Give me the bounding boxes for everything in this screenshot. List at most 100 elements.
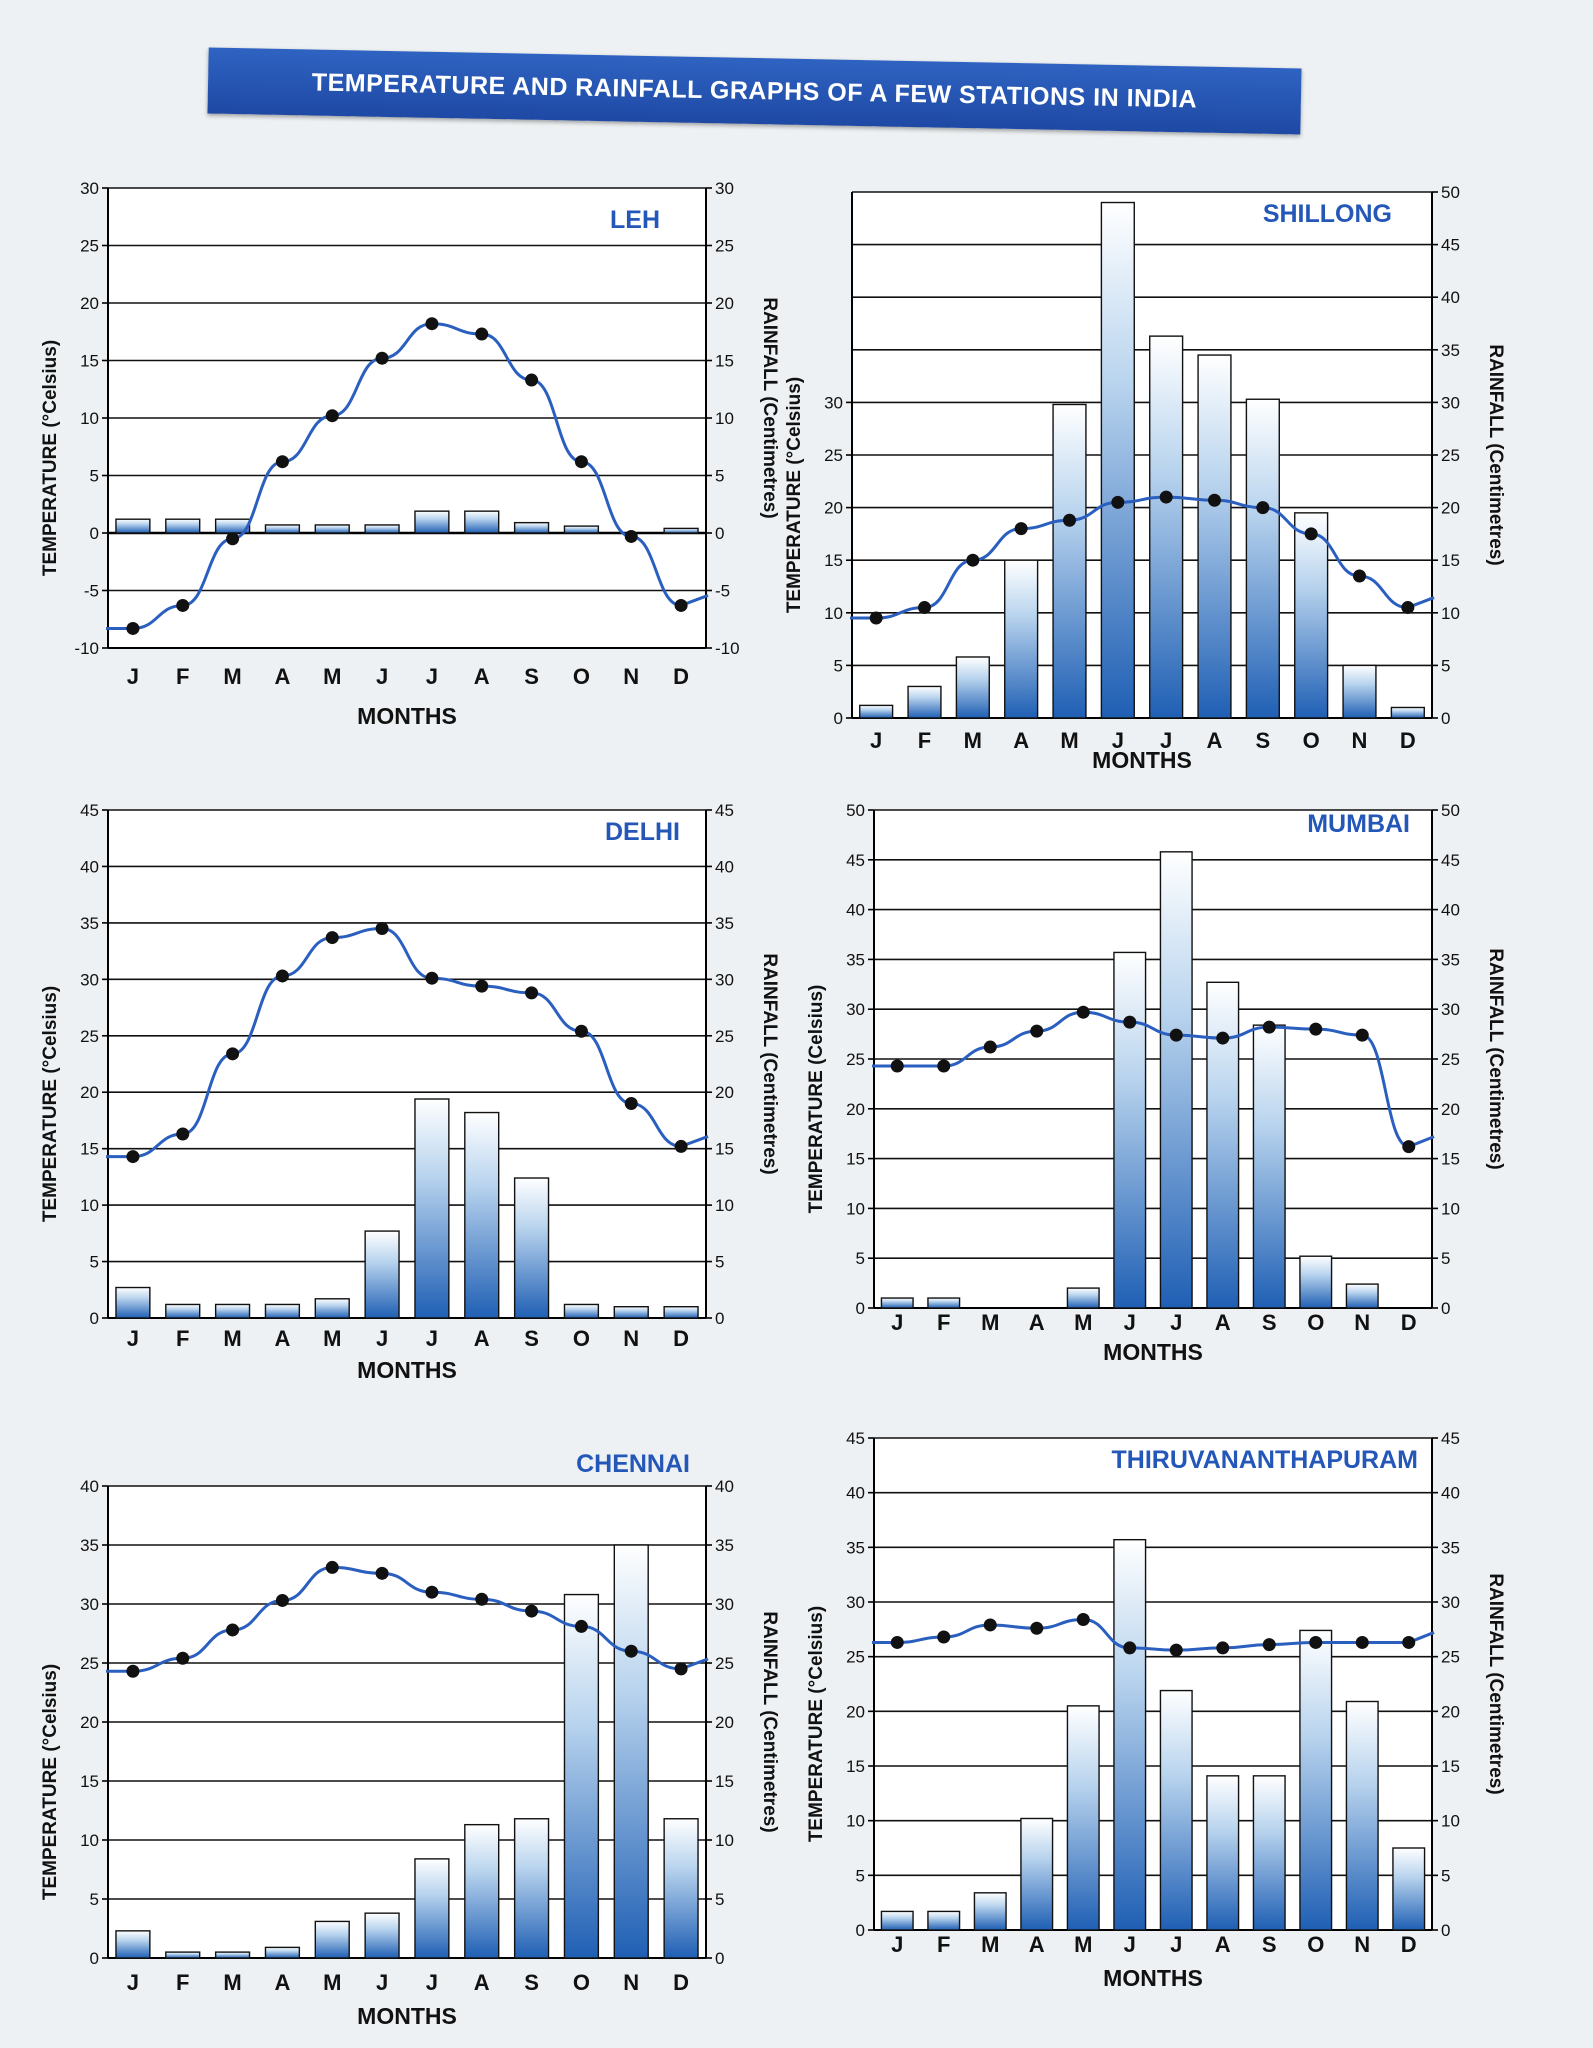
right-tick-label: 30 [715,179,734,198]
temperature-point [624,1644,638,1658]
chart-thiruvananthapuram: 0 5 10 15 20 25 30 35 40 45 0 5 10 15 20 25 30 35 40 45 J F M A… [806,1429,1506,1991]
left-tick-label: 0 [90,524,99,543]
right-tick-label: 40 [1441,1484,1460,1503]
right-tick-label: 50 [1441,183,1460,202]
rainfall-bar [927,1297,961,1309]
rainfall-bar [115,518,151,534]
left-tick-label: 50 [846,801,865,820]
rainfall-bar [1020,1817,1054,1931]
month-label: A [1215,1310,1231,1335]
temperature-point [674,1662,688,1676]
temperature-point [475,1592,489,1606]
temperature-point [1256,501,1270,515]
month-label: F [176,664,189,689]
left-axis-title: TEMPERATURE (°Celsius) [40,340,61,576]
month-label: F [176,1970,189,1995]
temperature-point [226,1623,240,1637]
right-tick-label: 45 [715,801,734,820]
right-tick-label: 20 [1441,1100,1460,1119]
rainfall-bar [1206,1775,1240,1931]
left-tick-label: 20 [846,1702,865,1721]
right-tick-label: 20 [715,1713,734,1732]
rainfall-bar [414,1858,450,1959]
temperature-point [1216,1031,1230,1045]
rainfall-bar [364,524,400,534]
left-tick-label: 25 [80,1654,99,1673]
month-label: J [891,1932,903,1957]
right-tick-label: 5 [715,1890,724,1909]
rainfall-bar [264,1946,301,1959]
left-tick-label: 35 [846,950,865,969]
right-tick-label: 35 [715,1536,734,1555]
rainfall-bar [1052,403,1087,719]
left-tick-label: 30 [80,179,99,198]
rainfall-bar [955,656,990,719]
left-tick-label: 20 [80,1083,99,1102]
left-tick-label: 5 [90,1253,99,1272]
right-tick-label: 30 [1441,1593,1460,1612]
left-tick-label: 35 [846,1538,865,1557]
temperature-point [937,1059,951,1073]
month-label: O [1307,1310,1324,1335]
right-tick-label: 5 [1441,656,1450,675]
temperature-point [226,1047,240,1061]
temperature-point [325,409,339,423]
left-tick-label: 10 [846,1812,865,1831]
right-tick-label: 5 [1441,1249,1450,1268]
temperature-point [1123,1015,1137,1029]
right-tick-label: 20 [1441,1702,1460,1721]
left-tick-label: 5 [90,467,99,486]
left-axis-title: TEMPERATURE (°Celsius) [806,1606,827,1842]
x-axis-title: MONTHS [357,2003,457,2029]
temperature-point [1309,1635,1323,1649]
left-tick-label: 10 [846,1199,865,1218]
month-label: A [274,1970,290,1995]
right-tick-label: 10 [715,1196,734,1215]
month-label: A [474,1970,490,1995]
temperature-point [937,1630,951,1644]
left-tick-label: 5 [90,1890,99,1909]
rainfall-bar [1206,981,1240,1309]
left-tick-label: -5 [84,582,99,601]
rainfall-bar [264,1303,301,1319]
plot-area [108,810,706,1318]
left-tick-label: -10 [74,639,99,658]
right-tick-label: 10 [1441,1812,1460,1831]
temperature-point [475,979,489,993]
left-tick-label: 20 [846,1100,865,1119]
right-tick-label: 45 [1441,851,1460,870]
left-tick-label: 45 [846,1429,865,1448]
rainfall-bar [563,1593,600,1959]
temperature-point [869,611,883,625]
temperature-point [890,1059,904,1073]
station-title: THIRUVANANTHAPURAM [1112,1446,1418,1474]
right-tick-label: 0 [715,524,724,543]
right-tick-label: 15 [1441,551,1460,570]
month-label: F [918,728,931,753]
rainfall-bar [1299,1255,1333,1309]
temperature-point [1262,1020,1276,1034]
right-tick-label: 35 [1441,950,1460,969]
station-title: LEH [610,206,660,234]
rainfall-bar [414,1098,450,1319]
rainfall-bar [563,525,600,534]
right-tick-label: 20 [1441,499,1460,518]
month-label: J [127,664,139,689]
temperature-point [1076,1612,1090,1626]
rainfall-bar [1197,354,1232,719]
left-tick-label: 30 [80,970,99,989]
left-tick-label: 15 [824,551,843,570]
temperature-point [1402,1635,1416,1649]
right-tick-label: 15 [715,352,734,371]
temperature-point [1076,1005,1090,1019]
temperature-point [574,1024,588,1038]
right-axis-title: RAINFALL (Centimetres) [1485,1573,1506,1794]
month-label: J [127,1326,139,1351]
month-label: J [426,1326,438,1351]
temperature-point [1169,1028,1183,1042]
rainfall-bar [165,1951,201,1959]
rainfall-bar [513,521,550,534]
temperature-point [674,1139,688,1153]
right-tick-label: 25 [715,237,734,256]
right-tick-label: 40 [715,857,734,876]
